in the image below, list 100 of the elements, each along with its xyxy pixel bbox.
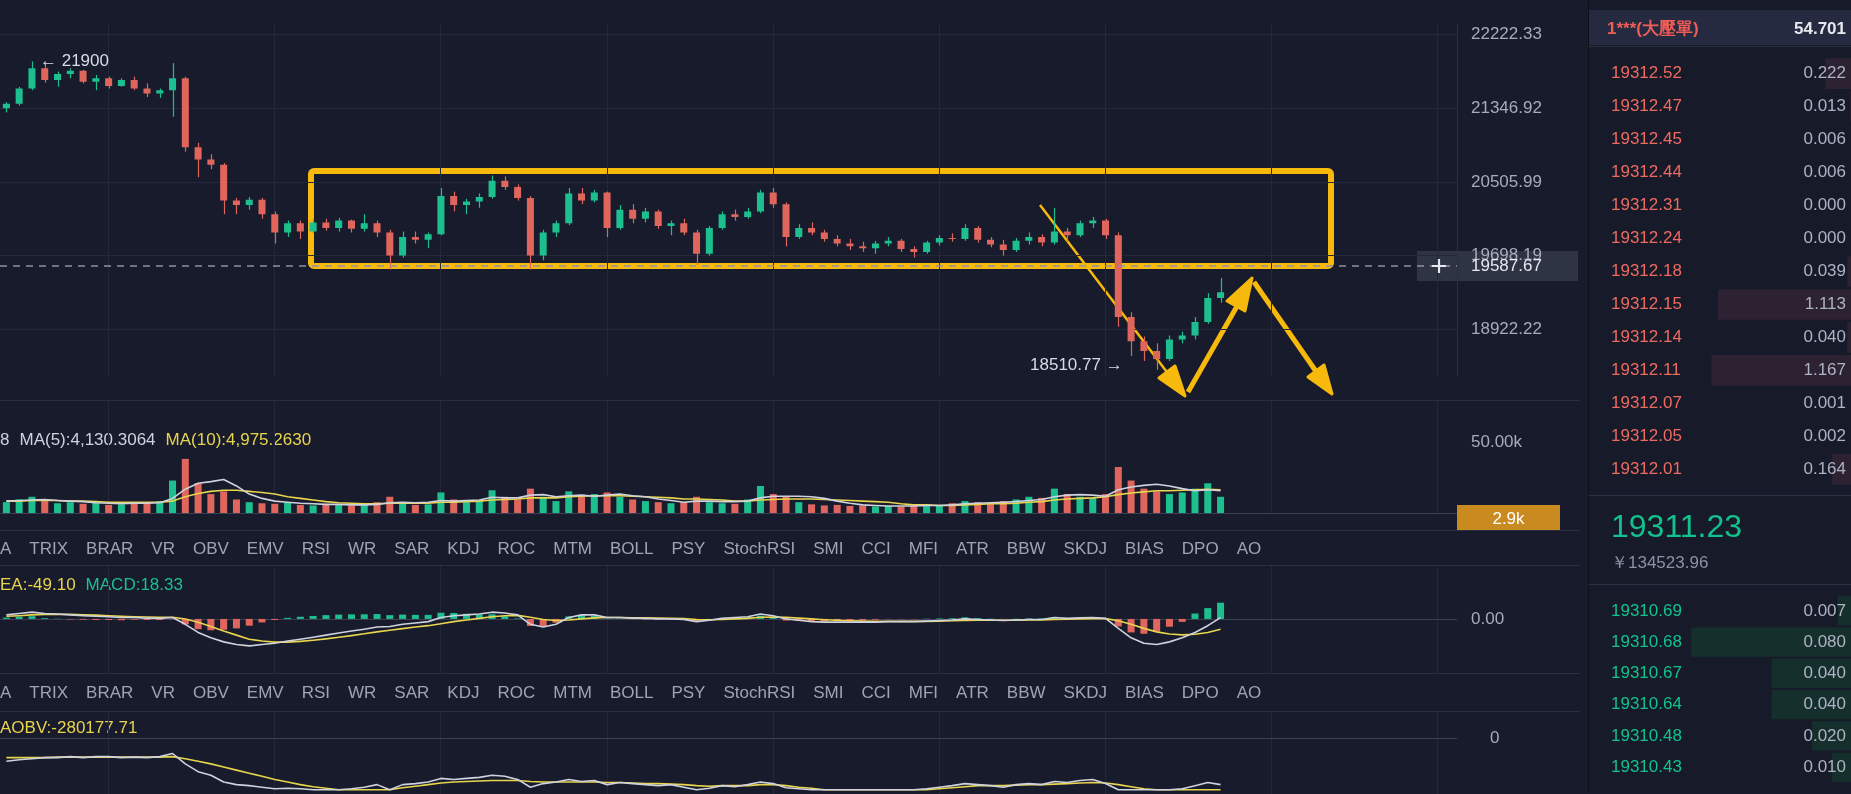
text: 19311.23 xyxy=(1611,508,1743,544)
text: 50.00k xyxy=(1471,432,1523,452)
y-tick-label: 19312.45 xyxy=(1611,129,1682,149)
text: StochRSI xyxy=(723,683,796,703)
text: SMI xyxy=(813,538,844,559)
text: BBW xyxy=(1006,538,1046,559)
y-tick-label: 19312.44 xyxy=(1611,162,1682,182)
text: MFI xyxy=(908,683,939,703)
text: 2.9k xyxy=(1457,505,1560,533)
y-tick-label: 21346.92 xyxy=(1471,98,1542,118)
text: RSI xyxy=(301,683,331,703)
series-label: MACD:18.33 xyxy=(85,575,183,594)
text: ATR xyxy=(956,683,989,703)
text: VR xyxy=(151,683,175,703)
y-tick-label: 19312.01 xyxy=(1611,459,1682,478)
text: ROC xyxy=(497,683,536,703)
text: BIAS xyxy=(1125,683,1164,703)
text: WR xyxy=(348,683,377,703)
y-tick-label: 19310.43 xyxy=(1611,756,1682,776)
data-label: 1.167 xyxy=(1803,360,1846,380)
text: 8 xyxy=(0,430,10,449)
y-tick-label: 19312.31 xyxy=(1611,195,1682,215)
text: SKDJ xyxy=(1063,683,1108,703)
data-label: 0.006 xyxy=(1803,162,1846,182)
y-tick-label: 19310.69 xyxy=(1611,600,1682,620)
text: PSY xyxy=(671,538,706,559)
y-tick-label: 19312.05 xyxy=(1611,426,1682,446)
data-label: 0.001 xyxy=(1803,393,1846,413)
data-label: 0.010 xyxy=(1803,756,1846,776)
series-label: AOBV:-280177.71 xyxy=(0,718,138,737)
text: MA(10):4,975.2630 xyxy=(165,430,312,449)
text: TRIX xyxy=(29,538,69,559)
text: OBV xyxy=(192,683,229,703)
text: A xyxy=(0,538,12,559)
text: KDJ xyxy=(447,683,480,703)
text: EMV xyxy=(246,538,284,559)
text: MA(5):4,130.3064 xyxy=(19,430,156,449)
y-tick-label: 19310.68 xyxy=(1611,631,1682,651)
y-tick-label: 22222.33 xyxy=(1471,24,1542,44)
data-label: 0.000 xyxy=(1803,228,1846,248)
data-label: 0.164 xyxy=(1803,459,1846,478)
data-label: 0.040 xyxy=(1803,694,1846,714)
text: MTM xyxy=(553,683,592,703)
text: WR xyxy=(348,538,377,559)
text: OBV xyxy=(192,538,229,559)
text: 0.00 xyxy=(1471,609,1505,629)
text: SMI xyxy=(813,683,844,703)
y-tick-label: 19310.67 xyxy=(1611,663,1682,683)
text: BRAR xyxy=(86,538,134,559)
y-tick-label: 19312.18 xyxy=(1611,261,1682,281)
y-tick-label: 19312.14 xyxy=(1611,327,1682,347)
text: SAR xyxy=(394,538,430,559)
text: 54.701 xyxy=(1794,17,1846,39)
data-label: 0.020 xyxy=(1803,725,1846,745)
text: BOLL xyxy=(609,683,654,703)
data-label: 0.006 xyxy=(1803,129,1846,149)
text: BIAS xyxy=(1125,538,1164,559)
text: VR xyxy=(151,538,175,559)
text: ￥134523.96 xyxy=(1611,551,1709,573)
data-label: 0.000 xyxy=(1803,195,1846,215)
text: ROC xyxy=(497,538,536,559)
text: RSI xyxy=(301,538,331,559)
text: AO xyxy=(1236,538,1262,559)
y-tick-label: 19312.11 xyxy=(1611,360,1681,380)
text: AO xyxy=(1236,683,1262,703)
y-tick-label: 19310.48 xyxy=(1611,725,1682,745)
data-label: 0.002 xyxy=(1803,426,1846,446)
annotation: ← 21900 xyxy=(39,51,109,71)
data-label: 0.013 xyxy=(1803,96,1846,116)
data-label: 0.040 xyxy=(1803,663,1846,683)
text: EMV xyxy=(246,683,284,703)
text: BOLL xyxy=(609,538,654,559)
text: BRAR xyxy=(86,683,134,703)
y-tick-label: 19310.64 xyxy=(1611,694,1682,714)
data-label: 0.040 xyxy=(1803,327,1846,347)
text: CCI xyxy=(861,538,891,559)
text: 1***(大壓單) xyxy=(1607,17,1699,39)
data-label: 0.080 xyxy=(1803,631,1846,651)
data-label: 0.007 xyxy=(1803,600,1846,620)
text: SKDJ xyxy=(1063,538,1108,559)
text: SAR xyxy=(394,683,430,703)
text: BBW xyxy=(1006,683,1046,703)
text: StochRSI xyxy=(723,538,796,559)
data-label: 0.222 xyxy=(1803,63,1846,83)
text: ATR xyxy=(956,538,989,559)
y-tick-label: 19312.52 xyxy=(1611,63,1682,83)
text: 0 xyxy=(1490,728,1500,748)
series-label: EA:-49.10 xyxy=(0,575,76,594)
y-tick-label: 18922.22 xyxy=(1471,319,1542,339)
text: TRIX xyxy=(29,683,69,703)
text: MFI xyxy=(908,538,939,559)
text: KDJ xyxy=(447,538,480,559)
text: DPO xyxy=(1181,683,1219,703)
text: PSY xyxy=(671,683,706,703)
data-label: 0.039 xyxy=(1803,261,1846,281)
y-tick-label: 19312.47 xyxy=(1611,96,1682,116)
text: DPO xyxy=(1181,538,1219,559)
annotation: 18510.77 → xyxy=(1030,355,1123,375)
y-tick-label: 19312.15 xyxy=(1611,294,1682,314)
y-tick-label: 20505.99 xyxy=(1471,171,1542,191)
